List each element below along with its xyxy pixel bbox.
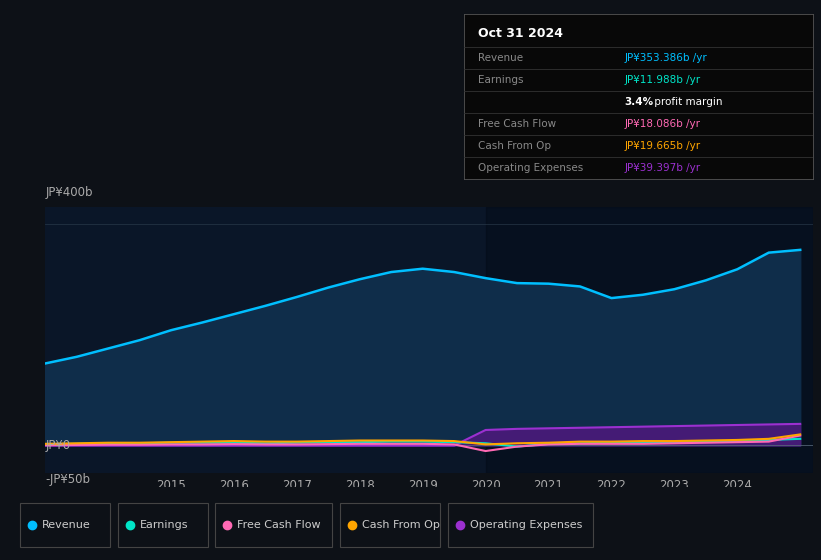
Text: Free Cash Flow: Free Cash Flow (478, 119, 556, 129)
Text: -JP¥50b: -JP¥50b (45, 473, 90, 486)
Text: Oct 31 2024: Oct 31 2024 (478, 27, 563, 40)
Text: JP¥39.397b /yr: JP¥39.397b /yr (624, 163, 700, 173)
Text: Earnings: Earnings (478, 75, 523, 85)
Text: 3.4%: 3.4% (624, 97, 654, 107)
Text: JP¥18.086b /yr: JP¥18.086b /yr (624, 119, 700, 129)
Text: JP¥11.988b /yr: JP¥11.988b /yr (624, 75, 700, 85)
Text: JP¥353.386b /yr: JP¥353.386b /yr (624, 53, 707, 63)
Text: Cash From Op: Cash From Op (478, 141, 551, 151)
Bar (485, 207, 813, 473)
Text: Revenue: Revenue (478, 53, 523, 63)
Text: Revenue: Revenue (42, 520, 91, 530)
Text: Earnings: Earnings (140, 520, 189, 530)
Text: JP¥19.665b /yr: JP¥19.665b /yr (624, 141, 700, 151)
Text: Operating Expenses: Operating Expenses (470, 520, 582, 530)
Text: Cash From Op: Cash From Op (362, 520, 440, 530)
Text: Operating Expenses: Operating Expenses (478, 163, 583, 173)
Text: profit margin: profit margin (650, 97, 722, 107)
Text: Free Cash Flow: Free Cash Flow (237, 520, 321, 530)
Text: JP¥400b: JP¥400b (45, 186, 93, 199)
Text: JP¥0: JP¥0 (45, 439, 71, 452)
